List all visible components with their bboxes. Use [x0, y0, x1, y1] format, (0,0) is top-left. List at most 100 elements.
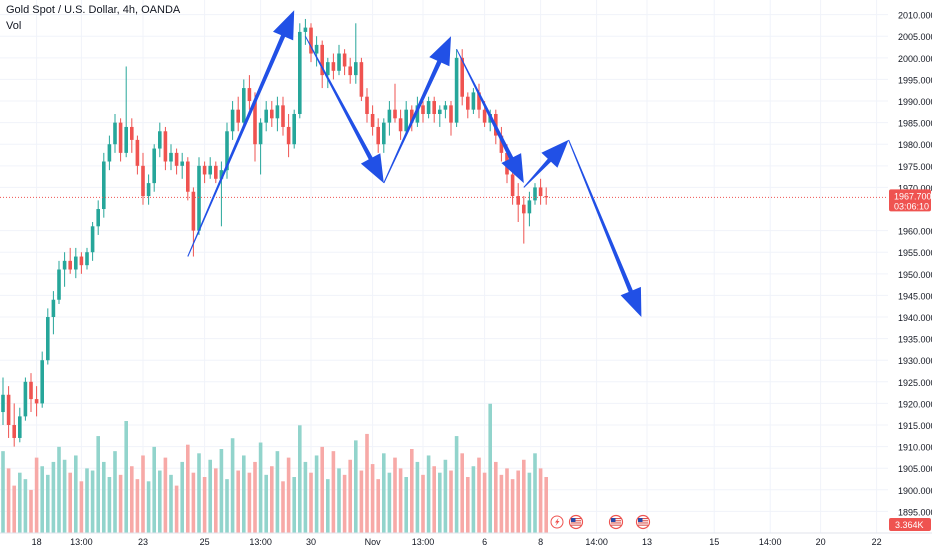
candle-body	[404, 109, 408, 132]
candle-body	[242, 88, 246, 123]
price-tick-label: 1955.000	[898, 248, 932, 258]
volume-bar	[96, 436, 100, 533]
volume-value-badge	[889, 518, 931, 531]
candle-body	[516, 196, 520, 205]
candle-body	[292, 113, 296, 145]
trend-arrow	[187, 10, 295, 257]
volume-bar	[410, 449, 414, 533]
volume-bar	[275, 451, 280, 533]
last-price-label: 1967.700	[894, 191, 932, 201]
us-flag-icon[interactable]	[568, 514, 584, 530]
candlesticks	[0, 18, 888, 447]
volume-bar	[225, 479, 229, 533]
volume-bar	[337, 468, 341, 533]
volume-bar	[247, 472, 252, 533]
candle-body	[426, 101, 431, 114]
volume-bar	[191, 472, 196, 533]
candle-body	[51, 299, 56, 318]
price-tick-label: 1950.000	[898, 270, 932, 280]
volume-bar	[426, 455, 431, 533]
volume-bar	[124, 421, 128, 533]
flag-stripe	[611, 522, 621, 524]
volume-bar	[505, 468, 509, 533]
candle-body	[85, 252, 89, 266]
time-tick-label: Nov	[365, 537, 382, 547]
volume-bar	[113, 451, 117, 533]
volume-bar	[6, 468, 11, 533]
candle-body	[398, 118, 403, 132]
volume-bar	[466, 477, 470, 533]
volume-bar	[197, 453, 201, 533]
flag-stripe	[571, 518, 581, 520]
volume-bar	[158, 470, 162, 533]
volume-bar	[298, 425, 302, 533]
trend-arrow	[523, 139, 569, 188]
candle-body	[247, 88, 252, 102]
candle-body	[359, 62, 364, 97]
candle-body	[23, 381, 28, 417]
flag-stripe	[571, 524, 581, 526]
time-tick-label: 18	[32, 537, 42, 547]
price-tick-label: 1960.000	[898, 227, 932, 237]
price-tick-label: 1970.000	[898, 183, 932, 193]
candle-body	[477, 92, 481, 110]
volume-bar	[107, 477, 112, 533]
candle-body	[337, 53, 341, 71]
volume-bar	[522, 459, 526, 533]
trend-arrow	[568, 139, 642, 317]
us-flag-icon[interactable]	[608, 514, 624, 530]
flag-stripe	[611, 518, 621, 520]
volume-bar	[180, 461, 184, 533]
time-axis[interactable]: 18 13:00 23 25 13:00 30 Nov 13:00 6 8 14:00 13 15 14:…	[0, 532, 932, 547]
price-axis[interactable]: 2010.000 2005.000 2000.000 1995.000 1990.000…	[889, 11, 932, 531]
candle-body	[460, 57, 464, 97]
volume-bar	[393, 457, 397, 533]
volume-bar	[236, 470, 240, 533]
volume-indicator-label[interactable]: Vol	[6, 20, 22, 32]
volume-bar	[359, 470, 364, 533]
lightning-icon[interactable]	[550, 515, 564, 529]
candle-body	[90, 226, 95, 253]
chart-title: Gold Spot / U.S. Dollar, 4h, OANDA	[6, 4, 181, 16]
volume-bar	[208, 459, 212, 533]
time-tick-label: 23	[138, 537, 148, 547]
candle-body	[410, 109, 414, 123]
price-tick-label: 2010.000	[898, 11, 932, 21]
candle-body	[309, 27, 313, 54]
us-flag-icon[interactable]	[635, 514, 651, 530]
candle-body	[208, 165, 212, 175]
time-tick-label: 13:00	[249, 537, 272, 547]
volume-bar	[449, 470, 453, 533]
volume-bar	[146, 481, 151, 533]
volume-bar	[499, 474, 504, 533]
time-tick-label: 30	[306, 537, 316, 547]
volume-bar	[477, 457, 481, 533]
price-tick-label: 1995.000	[898, 75, 932, 85]
time-tick-label: 20	[816, 537, 826, 547]
candle-body	[146, 183, 151, 197]
price-tick-label: 1905.000	[898, 464, 932, 474]
volume-bar	[415, 461, 420, 533]
candle-body	[118, 122, 123, 153]
trend-arrow	[305, 36, 384, 184]
volume-bar	[516, 470, 520, 533]
flag-stripe	[638, 522, 648, 524]
candle-body	[79, 256, 84, 266]
volume-bar	[471, 466, 476, 533]
event-markers[interactable]	[550, 514, 651, 530]
time-tick-label: 25	[200, 537, 210, 547]
price-tick-label: 1940.000	[898, 313, 932, 323]
candle-body	[62, 260, 67, 270]
volume-bar	[57, 446, 61, 533]
price-tick-label: 1895.000	[898, 507, 932, 517]
candle-body	[270, 109, 274, 119]
volume-bar	[29, 489, 33, 533]
bar-countdown-label: 03:06:10	[894, 201, 929, 211]
candle-body	[443, 105, 448, 110]
volume-bar	[219, 449, 224, 533]
volume-bar	[370, 464, 375, 533]
candle-body	[174, 152, 179, 166]
volume-bar	[342, 474, 347, 533]
candle-body	[421, 105, 425, 114]
